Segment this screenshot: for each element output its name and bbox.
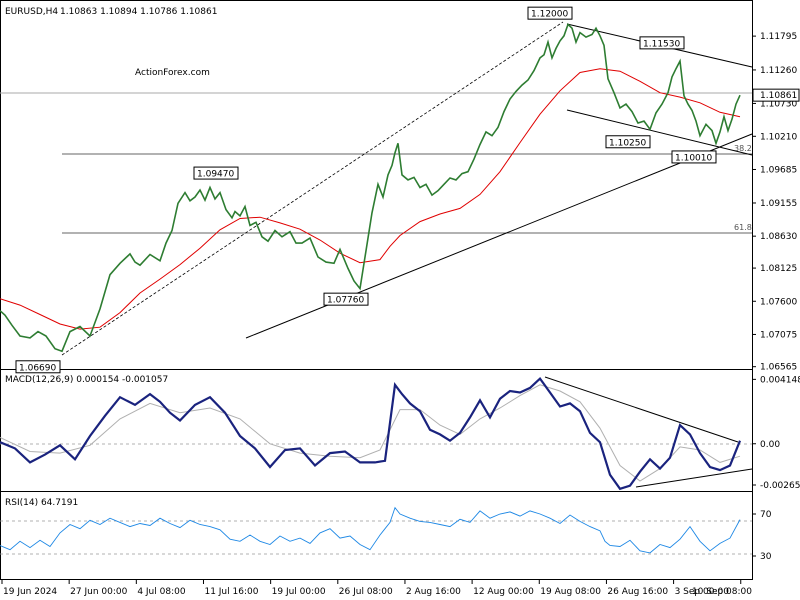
time-tick: 3 Sep 00:00 [675, 587, 730, 597]
swing-label: 1.09470 [193, 166, 239, 180]
swing-label: 1.12000 [527, 6, 573, 20]
macd-tick: 0.004148 [760, 375, 800, 385]
swing-label-text: 1.11530 [643, 39, 680, 49]
swing-label-text: 1.07760 [327, 296, 364, 306]
dashed-channel-line [61, 21, 564, 356]
price-tick: 1.10730 [760, 99, 797, 109]
rsi-panel-frame [0, 491, 753, 580]
swing-label: 1.07760 [323, 292, 369, 306]
swing-label: 1.10010 [671, 150, 717, 164]
watermark: ActionForex.com [135, 68, 210, 78]
price-tick: 1.10210 [760, 132, 797, 142]
swing-label: 1.06690 [15, 360, 61, 374]
price-axis: 1.11795 1.11260 1.10730 1.10210 1.09685 1.091… [752, 32, 800, 373]
macd-axis: 0.004148 0.00 -0.002656 [752, 375, 800, 491]
macd-line [0, 376, 742, 491]
swing-label: 1.11530 [639, 36, 685, 50]
time-tick: 19 Jul 00:00 [272, 587, 326, 597]
time-tick: 11 Jul 16:00 [204, 587, 258, 597]
price-tick: 1.09685 [760, 165, 797, 175]
swing-label-text: 1.12000 [531, 10, 568, 20]
macd-signal-line [0, 384, 741, 482]
macd-trend-line-upper [544, 376, 739, 443]
price-header: EURUSD,H4 [5, 7, 58, 17]
time-tick: 27 Jun 00:00 [70, 587, 127, 597]
swing-labels: 1.06690 1.09470 1.07760 1.12000 1.10250 1.115… [15, 6, 717, 374]
current-price-tag [752, 88, 800, 102]
time-tick: 4 Jul 08:00 [137, 587, 186, 597]
time-tick: 10 Sep 08:00 [692, 587, 752, 597]
swing-label-text: 1.10250 [609, 138, 646, 148]
swing-label-text: 1.10010 [675, 153, 712, 163]
time-tick: 19 Jun 2024 [3, 587, 57, 597]
price-tick: 1.11795 [760, 32, 797, 42]
macd-tick: -0.002656 [760, 481, 800, 491]
macd-series [0, 376, 742, 491]
time-tick: 2 Aug 16:00 [406, 587, 461, 597]
macd-trend-line-lower [635, 468, 753, 488]
rsi-line [0, 506, 741, 554]
macd-tick: 0.00 [760, 440, 780, 450]
price-tick: 1.09155 [760, 199, 797, 209]
current-price-label: 1.10861 [760, 91, 797, 101]
fib-level-label: 61.8 [734, 223, 752, 232]
swing-label: 1.10250 [605, 135, 651, 149]
rsi-title: RSI(14) 64.7191 [5, 498, 78, 508]
price-series [0, 22, 741, 353]
price-ohlc: 1.10863 1.10894 1.10786 1.10861 [60, 7, 217, 17]
swing-label-text: 1.06690 [19, 363, 56, 373]
rsi-axis: 70 30 [752, 510, 772, 562]
time-tick: 26 Aug 16:00 [607, 587, 668, 597]
price-tick: 1.08125 [760, 264, 797, 274]
fib-level-label: 38.2 [734, 144, 752, 153]
rsi-tick: 70 [760, 510, 772, 520]
time-tick: 26 Jul 08:00 [339, 587, 393, 597]
time-tick: 12 Aug 00:00 [473, 587, 534, 597]
price-tick: 1.07075 [760, 330, 797, 340]
rsi-series [0, 506, 741, 554]
rsi-tick: 30 [760, 552, 772, 562]
price-tick: 1.06565 [760, 363, 797, 373]
falling-channel-lower [566, 109, 753, 156]
swing-label-text: 1.09470 [197, 170, 234, 180]
time-tick: 19 Aug 08:00 [540, 587, 601, 597]
fib-levels: 38.2 61.8 [62, 144, 752, 234]
macd-title: MACD(12,26,9) 0.000154 -0.001057 [5, 375, 168, 385]
moving-average-line [0, 68, 741, 330]
time-axis: 19 Jun 2024 27 Jun 00:00 4 Jul 08:00 11 Jul… [1, 580, 752, 597]
price-tick: 1.11260 [760, 66, 797, 76]
price-tick: 1.08630 [760, 232, 797, 242]
price-tick: 1.07600 [760, 297, 797, 307]
price-line [0, 22, 741, 353]
